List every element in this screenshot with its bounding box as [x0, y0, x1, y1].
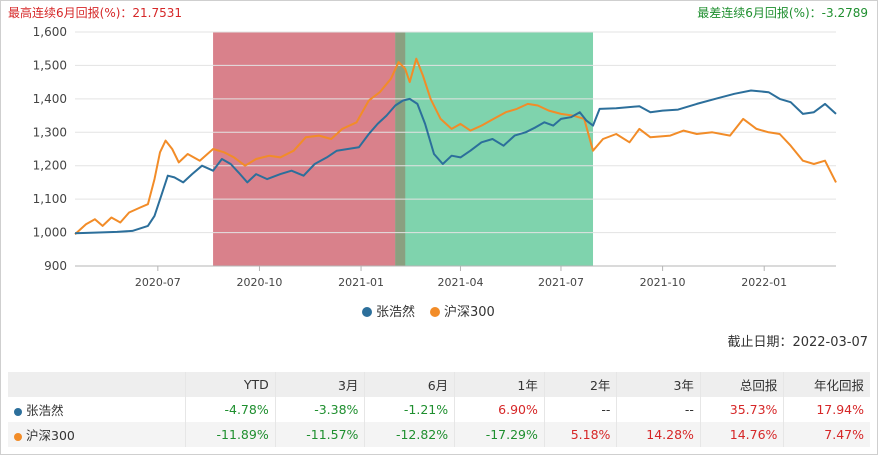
- table-header-cell: 总回报: [699, 372, 784, 397]
- table-cell: -17.29%: [454, 422, 545, 447]
- table-header-cell: [8, 372, 186, 397]
- table-cell: -11.89%: [185, 422, 276, 447]
- y-tick-label: 1,100: [33, 192, 67, 206]
- table-row: 沪深300 -11.89% -11.57% -12.82% -17.29% 5.…: [8, 422, 870, 447]
- performance-table: YTD 3月 6月 1年 2年 3年 总回报 年化回报 张浩然 -4.78% -…: [8, 372, 870, 447]
- y-tick-label: 1,600: [33, 25, 67, 39]
- best-6m-return-label: 最高连续6月回报(%)：21.7531: [8, 6, 183, 20]
- table-cell: -4.78%: [185, 397, 276, 422]
- legend-index-dot-icon: [430, 307, 440, 317]
- table-cell: --: [616, 397, 701, 422]
- row-name-cell: 张浩然: [8, 397, 186, 422]
- overlap-period-region: [395, 32, 406, 266]
- y-tick-label: 1,500: [33, 58, 67, 72]
- table-cell: 7.47%: [783, 422, 870, 447]
- x-tick-label: 2021-10: [640, 276, 686, 289]
- table-cell: 5.18%: [543, 422, 617, 447]
- series-lines: [74, 57, 837, 235]
- series-line-fund: [74, 89, 837, 235]
- y-tick-label: 1,200: [33, 159, 67, 173]
- legend-index-label: 沪深300: [444, 305, 495, 320]
- legend-fund-dot-icon: [362, 307, 372, 317]
- table-cell: -3.38%: [274, 397, 365, 422]
- worst-period-region: [395, 32, 594, 266]
- row-name: 沪深300: [26, 428, 75, 443]
- table-cell: -1.21%: [364, 397, 455, 422]
- x-tick-label: 2021-01: [338, 276, 384, 289]
- table-header-row: YTD 3月 6月 1年 2年 3年 总回报 年化回报: [8, 372, 870, 397]
- nav-line-chart: 900 1,000 1,100 1,200 1,300 1,400 1,500 1,600 2…: [33, 25, 837, 289]
- y-tick-label: 1,400: [33, 92, 67, 106]
- table-header-cell: 3月: [274, 372, 365, 397]
- table-header-cell: 2年: [543, 372, 617, 397]
- legend-fund-label: 张浩然: [376, 305, 416, 320]
- table-cell: 14.76%: [699, 422, 784, 447]
- highlight-regions: [213, 32, 594, 266]
- y-tick-label: 900: [44, 259, 67, 273]
- table-cell: --: [543, 397, 617, 422]
- table-cell: 17.94%: [783, 397, 870, 422]
- x-tick-label: 2022-01: [741, 276, 787, 289]
- table-cell: 6.90%: [454, 397, 545, 422]
- legend-item-fund[interactable]: 张浩然: [362, 301, 415, 320]
- cutoff-date: 截止日期：2022-03-07: [727, 335, 868, 350]
- x-axis-ticks: 2020-07 2020-10 2021-01 2021-04 2021-07 2021-…: [135, 266, 787, 289]
- series-line-index: [74, 57, 837, 235]
- table-cell: 14.28%: [616, 422, 701, 447]
- table-cell: 35.73%: [699, 397, 784, 422]
- table-header-cell: 年化回报: [783, 372, 870, 397]
- table-header-cell: 3年: [616, 372, 701, 397]
- table-cell: -12.82%: [364, 422, 455, 447]
- table-header-cell: 1年: [454, 372, 545, 397]
- x-tick-label: 2020-10: [236, 276, 282, 289]
- worst-6m-return-label: 最差连续6月回报(%)：-3.2789: [697, 6, 868, 20]
- row-name: 张浩然: [26, 403, 64, 418]
- legend-item-index[interactable]: 沪深300: [430, 301, 495, 320]
- table-row: 张浩然 -4.78% -3.38% -1.21% 6.90% -- -- 35.…: [8, 397, 870, 422]
- table-cell: -11.57%: [274, 422, 365, 447]
- grid-lines: [75, 31, 836, 267]
- y-tick-label: 1,300: [33, 125, 67, 139]
- x-tick-label: 2021-04: [437, 276, 483, 289]
- table-header-cell: YTD: [185, 372, 276, 397]
- best-period-region: [213, 32, 406, 266]
- fund-dot-icon: [14, 408, 22, 416]
- y-axis-ticks: 900 1,000 1,100 1,200 1,300 1,400 1,500 1,600: [33, 25, 67, 273]
- x-tick-label: 2021-07: [538, 276, 584, 289]
- row-name-cell: 沪深300: [8, 422, 186, 447]
- index-dot-icon: [14, 433, 22, 441]
- table-header-cell: 6月: [364, 372, 455, 397]
- y-tick-label: 1,000: [33, 226, 67, 240]
- x-tick-label: 2020-07: [135, 276, 181, 289]
